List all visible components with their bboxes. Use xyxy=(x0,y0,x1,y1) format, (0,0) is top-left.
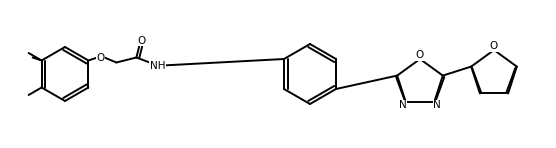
Text: N: N xyxy=(433,100,441,110)
Text: N: N xyxy=(399,100,407,110)
Text: O: O xyxy=(96,53,105,62)
Text: O: O xyxy=(137,36,146,45)
Text: O: O xyxy=(416,50,424,60)
Text: NH: NH xyxy=(150,61,165,70)
Text: O: O xyxy=(490,41,498,51)
